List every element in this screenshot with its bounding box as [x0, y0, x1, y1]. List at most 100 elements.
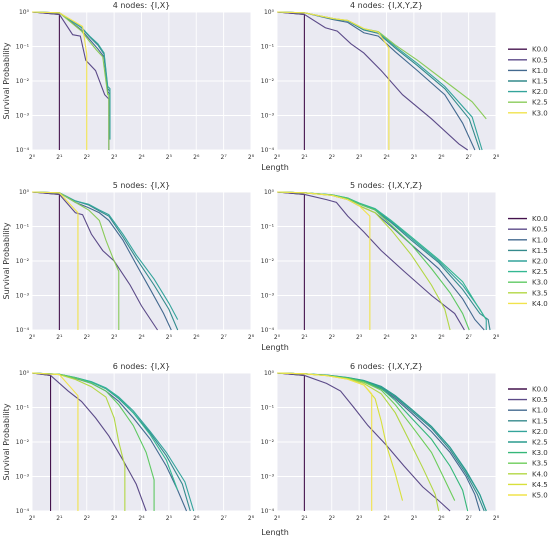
- legend-label: K0.5: [532, 56, 548, 64]
- series-line-k0-5: [277, 372, 451, 512]
- y-tick-label: 10⁻¹: [261, 405, 275, 412]
- series-line-k5-0: [277, 372, 373, 511]
- y-tick-label: 10⁻³: [16, 474, 30, 481]
- legend-label: K3.0: [532, 279, 548, 287]
- x-tick-label: 2⁰: [29, 154, 36, 161]
- chart-title: 4 nodes: {I,X,Y,Z}: [350, 1, 423, 10]
- series-line-k3-5: [32, 372, 126, 511]
- series-line-k4-0: [277, 191, 371, 330]
- series-line-k2-0: [32, 191, 179, 320]
- chart-title: 4 nodes: {I,X}: [113, 1, 171, 10]
- legend-label: K2.0: [532, 88, 548, 96]
- y-tick-label: 10⁻¹: [261, 44, 275, 51]
- legend-label: K4.0: [532, 470, 548, 478]
- y-axis-label: Survival Probability: [2, 42, 11, 119]
- legend-label: K1.5: [532, 247, 548, 255]
- y-tick-label: 10⁰: [264, 370, 275, 377]
- legend-label: K2.5: [532, 99, 548, 107]
- x-tick-label: 2⁵: [411, 154, 418, 161]
- x-tick-label: 2³: [111, 154, 118, 161]
- y-tick-label: 10⁻³: [16, 113, 30, 120]
- y-tick-label: 10⁻⁴: [16, 327, 30, 334]
- y-tick-label: 10⁰: [19, 9, 30, 16]
- x-tick-label: 2⁰: [29, 515, 36, 522]
- x-tick-label: 2⁶: [438, 515, 445, 522]
- x-tick-label: 2²: [329, 515, 336, 522]
- series-line-k0-5: [32, 191, 158, 331]
- legend-label: K3.0: [532, 109, 548, 117]
- x-tick-label: 2⁶: [193, 515, 200, 522]
- series-line-k3-0: [32, 11, 88, 150]
- y-tick-label: 10⁻⁴: [261, 327, 275, 334]
- y-tick-label: 10⁰: [264, 9, 275, 16]
- series-line-k3-0: [32, 191, 79, 330]
- x-tick-label: 2⁵: [166, 154, 173, 161]
- legend-label: K2.5: [532, 268, 548, 276]
- y-tick-label: 10⁻²: [16, 258, 30, 265]
- y-tick-label: 10⁰: [19, 370, 30, 377]
- x-tick-label: 2⁰: [274, 154, 281, 161]
- x-tick-label: 2⁶: [438, 154, 445, 161]
- y-tick-label: 10⁻²: [261, 258, 275, 265]
- x-tick-label: 2¹: [301, 334, 308, 341]
- y-tick-label: 10⁻¹: [16, 224, 30, 231]
- x-tick-label: 2¹: [301, 154, 308, 161]
- x-tick-label: 2⁷: [221, 154, 228, 161]
- x-tick-label: 2⁸: [493, 334, 500, 341]
- y-tick-label: 10⁻²: [16, 78, 30, 85]
- y-axis-label: Survival Probability: [2, 222, 11, 299]
- x-tick-label: 2⁶: [193, 334, 200, 341]
- y-tick-label: 10⁻³: [261, 113, 275, 120]
- y-tick-label: 10⁻²: [261, 439, 275, 446]
- x-tick-label: 2²: [84, 334, 91, 341]
- x-tick-label: 2⁸: [248, 154, 255, 161]
- legend-label: K4.5: [532, 481, 548, 489]
- series-line-k4-0: [32, 372, 79, 511]
- x-tick-label: 2⁷: [466, 154, 473, 161]
- series-line-k3-0: [277, 11, 390, 150]
- x-tick-label: 2⁰: [29, 334, 36, 341]
- x-tick-label: 2⁸: [493, 154, 500, 161]
- legend-label: K0.5: [532, 396, 548, 404]
- chart-title: 5 nodes: {I,X,Y,Z}: [350, 181, 423, 190]
- x-tick-label: 2⁴: [138, 515, 145, 522]
- x-tick-label: 2⁷: [466, 515, 473, 522]
- legend-label: K2.0: [532, 258, 548, 266]
- chart-title: 6 nodes: {I,X,Y,Z}: [350, 362, 423, 371]
- x-tick-label: 2²: [329, 334, 336, 341]
- y-tick-label: 10⁻¹: [16, 405, 30, 412]
- x-tick-label: 2¹: [56, 334, 63, 341]
- legend-label: K0.5: [532, 226, 548, 234]
- y-tick-label: 10⁻⁴: [16, 147, 30, 154]
- y-tick-label: 10⁻¹: [261, 224, 275, 231]
- y-tick-label: 10⁻⁴: [261, 508, 275, 515]
- series-line-k2-5: [32, 191, 120, 330]
- y-tick-label: 10⁰: [19, 189, 30, 196]
- legend-label: K5.0: [532, 492, 548, 500]
- x-tick-label: 2⁷: [221, 515, 228, 522]
- y-axis-label: Survival Probability: [2, 403, 11, 480]
- x-tick-label: 2⁴: [138, 334, 145, 341]
- x-tick-label: 2⁴: [383, 334, 390, 341]
- chart-title: 5 nodes: {I,X}: [113, 181, 171, 190]
- x-tick-label: 2⁰: [274, 515, 281, 522]
- series-line-k2-5: [32, 11, 110, 150]
- x-tick-label: 2⁶: [438, 334, 445, 341]
- y-tick-label: 10⁻³: [16, 293, 30, 300]
- legend-label: K0.0: [532, 215, 548, 223]
- legend-label: K0.0: [532, 46, 548, 54]
- x-tick-label: 2³: [111, 515, 118, 522]
- x-tick-label: 2⁰: [274, 334, 281, 341]
- legend-label: K2.5: [532, 439, 548, 447]
- legend-label: K1.5: [532, 78, 548, 86]
- x-tick-label: 2⁷: [466, 334, 473, 341]
- x-tick-label: 2⁵: [411, 334, 418, 341]
- legend-label: K1.0: [532, 236, 548, 244]
- x-tick-label: 2³: [356, 154, 363, 161]
- x-tick-label: 2¹: [301, 515, 308, 522]
- y-tick-label: 10⁻⁴: [261, 147, 275, 154]
- legend-label: K1.0: [532, 407, 548, 415]
- x-tick-label: 2¹: [56, 154, 63, 161]
- legend-label: K2.0: [532, 428, 548, 436]
